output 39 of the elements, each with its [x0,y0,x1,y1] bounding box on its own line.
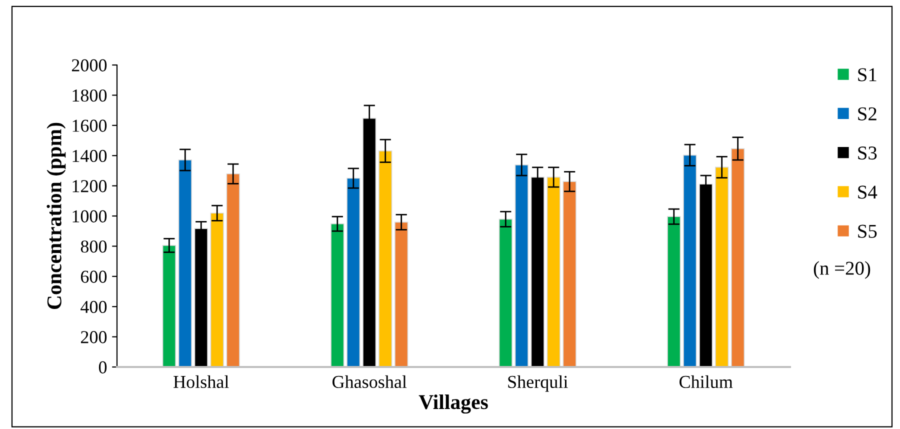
text: (n =20) [814,261,870,279]
legend-label: S3 [858,146,877,160]
y-tick-label: 0 [98,361,107,374]
bar [546,176,560,367]
y-axis-title: Concentration (ppm) [46,122,66,310]
bar [667,216,681,367]
bar [330,223,344,367]
legend-label: S5 [858,224,877,238]
y-tick-label: 200 [80,331,107,344]
bar [210,212,224,367]
x-tick-label: Holshal [174,375,229,388]
y-tick-label: 400 [80,300,107,314]
legend-label: S1 [858,68,876,82]
y-tick-label: 600 [80,270,107,283]
y-tick-label: 1400 [72,150,107,162]
bar [514,164,528,367]
bar [562,181,576,367]
legend-label: S2 [858,107,876,120]
y-tick-label: 800 [80,240,107,253]
y-tick-label: 1800 [72,89,107,102]
bar [378,150,392,367]
bar [394,222,408,367]
bar [162,245,176,367]
y-tick-label: 2000 [72,59,107,72]
x-axis-title: Villages [418,394,488,414]
bar [178,160,192,367]
bar [346,178,360,367]
legend-label: S4 [858,186,878,199]
x-tick-label: Ghasoshal [332,375,407,388]
y-tick-label: 1600 [72,120,107,132]
y-tick-label: 1200 [72,180,107,192]
y-tick-label: 1000 [72,210,107,222]
bar [498,218,512,367]
x-tick-label: Sherquli [508,375,568,392]
bar [715,166,729,367]
bar [683,154,697,367]
bar [226,173,240,367]
bar [731,148,745,367]
x-tick-label: Chilum [680,375,733,388]
